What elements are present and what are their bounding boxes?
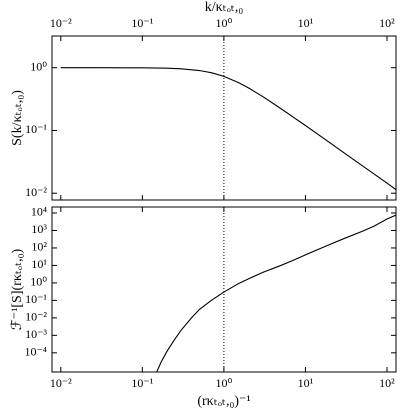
axes-frame xyxy=(51,206,397,373)
x-tick-label: 10² xyxy=(379,376,395,390)
y-axis-label: ℱ⁻¹[S](rκₜₒₜ,₀) xyxy=(10,248,25,330)
x-tick-label: 10⁻¹ xyxy=(131,376,153,390)
x-tick-label: 10⁰ xyxy=(215,16,232,30)
x-tick-label: 10¹ xyxy=(298,16,314,30)
y-tick-label: 10¹ xyxy=(31,257,47,271)
y-tick-label: 10³ xyxy=(31,222,47,236)
y-tick-label: 10² xyxy=(31,240,47,254)
data-line xyxy=(60,67,396,191)
y-tick-label: 10⁴ xyxy=(31,205,47,219)
axes-frame xyxy=(51,35,397,201)
y-tick-label: 10⁰ xyxy=(30,275,47,289)
x-tick-label: 10⁻² xyxy=(50,376,72,390)
data-line xyxy=(156,214,396,372)
x-tick-label: 10⁻² xyxy=(50,16,72,30)
x-tick-label: 10² xyxy=(379,16,395,30)
y-tick-label: 10⁻¹ xyxy=(25,122,47,136)
x-tick-label: 10⁻¹ xyxy=(131,16,153,30)
x-tick-label: 10⁰ xyxy=(215,376,232,390)
x-axis-label: (rκₜₒₜ,₀)⁻¹ xyxy=(197,394,250,409)
x-axis-label: k/κₜₒₜ,₀ xyxy=(205,0,244,15)
y-tick-label: 10⁻² xyxy=(25,310,47,324)
y-tick-label: 10⁻² xyxy=(25,185,47,199)
y-axis-label: S(k/κₜₒₜ,₀) xyxy=(10,90,25,146)
y-tick-label: 10⁻⁴ xyxy=(24,345,47,359)
y-tick-label: 10⁻¹ xyxy=(25,292,47,306)
x-tick-label: 10¹ xyxy=(298,376,314,390)
y-tick-label: 10⁰ xyxy=(30,59,47,73)
y-tick-label: 10⁻³ xyxy=(25,327,47,341)
